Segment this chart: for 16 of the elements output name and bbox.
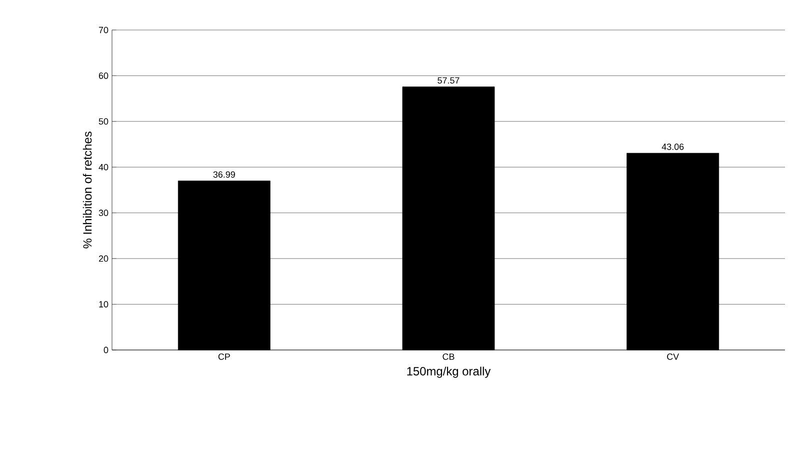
y-tick-label: 40 [98, 164, 108, 170]
data-label: 36.99 [213, 171, 235, 178]
y-tick-label: 10 [99, 301, 108, 308]
y-tick-label: 0 [104, 346, 108, 354]
y-tick-label: 30 [98, 210, 108, 216]
data-label: 57.57 [438, 77, 460, 84]
x-tick-label: CV [667, 354, 680, 360]
y-tick-label: 70 [98, 26, 108, 34]
x-tick-label: CP [218, 354, 230, 360]
y-axis-title: % Inhibition of retches [82, 132, 92, 248]
data-label: 43.06 [662, 144, 684, 150]
x-tick-label: CB [442, 354, 454, 360]
y-tick-label: 60 [98, 72, 108, 79]
x-axis-title: 150mg/kg orally [407, 366, 491, 378]
y-tick-label: 50 [98, 118, 108, 125]
y-tick-label: 20 [98, 255, 108, 262]
